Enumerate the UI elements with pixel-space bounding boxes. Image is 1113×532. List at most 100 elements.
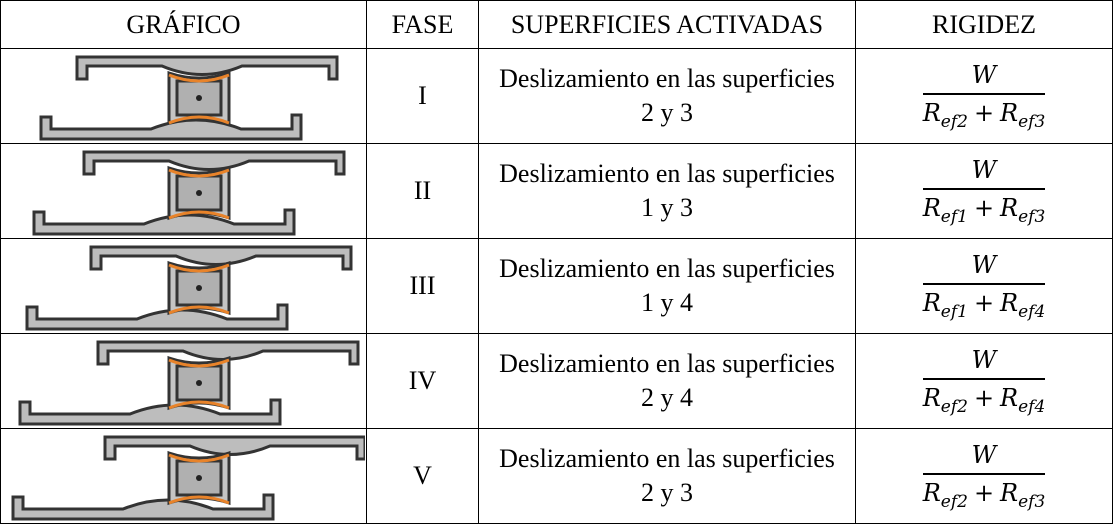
bottom-plate — [18, 398, 282, 426]
bottom-plate — [32, 208, 296, 236]
sliding-surface — [168, 263, 230, 273]
table-row: V Deslizamiento en las superficies 2 y 3 W R… — [0, 428, 1113, 524]
term-symbol: R — [1000, 98, 1019, 127]
bottom-plate — [39, 113, 303, 141]
fraction: W Ref1 + Ref4 — [922, 250, 1046, 322]
top-plate — [75, 55, 339, 81]
sliding-surface — [168, 73, 230, 83]
description-cell: Deslizamiento en las superficies 2 y 4 — [478, 333, 856, 429]
pivot — [196, 380, 202, 386]
phase-cell: II — [366, 143, 479, 239]
sliding-surface — [168, 168, 230, 178]
description-cell: Deslizamiento en las superficies 2 y 3 — [478, 48, 856, 144]
operator: + — [973, 288, 995, 317]
operator: + — [973, 478, 995, 507]
sliding-surface — [168, 115, 230, 125]
operator: + — [973, 98, 995, 127]
term-symbol: R — [1000, 383, 1019, 412]
pivot — [196, 285, 202, 291]
bearing-graphic — [25, 245, 353, 331]
description-cell: Deslizamiento en las superficies 1 y 4 — [478, 238, 856, 334]
column-header: GRÁFICO — [0, 0, 367, 49]
bottom-plate — [25, 303, 289, 331]
stiffness-cell: W Ref1 + Ref4 — [855, 238, 1113, 334]
header-row: GRÁFICO FASE SUPERFICIES ACTIVADAS RIGIDEZ — [0, 0, 1113, 49]
stiffness-cell: W Ref2 + Ref4 — [855, 333, 1113, 429]
top-plate — [82, 150, 346, 176]
description-line: Deslizamiento en las superficies — [499, 254, 835, 283]
graphic-cell — [0, 333, 367, 429]
phase-cell: III — [366, 238, 479, 334]
description-line: 2 y 3 — [641, 98, 693, 127]
description-line: 1 y 4 — [641, 288, 693, 317]
column-header: FASE — [366, 0, 479, 49]
term-symbol: R — [922, 98, 941, 127]
term-subscript: ef3 — [1018, 491, 1046, 512]
sliding-surface — [168, 358, 230, 368]
graphic-cell — [0, 428, 367, 524]
denominator: Ref2 + Ref3 — [922, 472, 1046, 512]
sliding-surface — [168, 495, 230, 505]
stiffness-cell: W Ref1 + Ref3 — [855, 143, 1113, 239]
description-line: 1 y 3 — [641, 193, 693, 222]
denominator: Ref1 + Ref3 — [922, 187, 1046, 227]
description-line: Deslizamiento en las superficies — [499, 159, 835, 188]
term-symbol: R — [922, 288, 941, 317]
denominator: Ref1 + Ref4 — [922, 282, 1046, 322]
numerator: W — [971, 155, 997, 184]
description-cell: Deslizamiento en las superficies 2 y 3 — [478, 428, 856, 524]
numerator: W — [971, 60, 997, 89]
table-row: II Deslizamiento en las superficies 1 y 3 W… — [0, 143, 1113, 239]
term-subscript: ef3 — [1018, 111, 1046, 132]
sliding-surface — [168, 210, 230, 220]
bearing-graphic — [11, 435, 365, 521]
term-symbol: R — [922, 383, 941, 412]
bottom-plate — [11, 493, 275, 521]
bearing-graphic — [32, 150, 346, 236]
stiffness-cell: W Ref2 + Ref3 — [855, 428, 1113, 524]
description-cell: Deslizamiento en las superficies 1 y 3 — [478, 143, 856, 239]
sliding-surface — [168, 400, 230, 410]
term-subscript: ef4 — [1018, 396, 1046, 417]
pivot — [196, 475, 202, 481]
denominator: Ref2 + Ref4 — [922, 377, 1046, 417]
term-subscript: ef2 — [940, 111, 968, 132]
fraction: W Ref2 + Ref3 — [922, 60, 1046, 132]
graphic-cell — [0, 48, 367, 144]
term-subscript: ef3 — [1018, 206, 1046, 227]
term-subscript: ef1 — [940, 301, 968, 322]
bearing-graphic — [39, 55, 339, 141]
description-line: Deslizamiento en las superficies — [499, 64, 835, 93]
term-subscript: ef2 — [940, 491, 968, 512]
description-line: Deslizamiento en las superficies — [499, 444, 835, 473]
term-subscript: ef2 — [940, 396, 968, 417]
fraction: W Ref2 + Ref4 — [922, 345, 1046, 417]
sliding-surface — [168, 305, 230, 315]
numerator: W — [971, 345, 997, 374]
description-line: 2 y 3 — [641, 478, 693, 507]
table-row: III Deslizamiento en las superficies 1 y 4… — [0, 238, 1113, 334]
description-line: Deslizamiento en las superficies — [499, 349, 835, 378]
description-line: 2 y 4 — [641, 383, 693, 412]
term-symbol: R — [1000, 193, 1019, 222]
term-symbol: R — [922, 193, 941, 222]
phase-cell: V — [366, 428, 479, 524]
pivot — [196, 95, 202, 101]
numerator: W — [971, 440, 997, 469]
denominator: Ref2 + Ref3 — [922, 92, 1046, 132]
stiffness-cell: W Ref2 + Ref3 — [855, 48, 1113, 144]
pivot — [196, 190, 202, 196]
fraction: W Ref2 + Ref3 — [922, 440, 1046, 512]
fraction: W Ref1 + Ref3 — [922, 155, 1046, 227]
term-subscript: ef4 — [1018, 301, 1046, 322]
operator: + — [973, 383, 995, 412]
numerator: W — [971, 250, 997, 279]
term-symbol: R — [922, 478, 941, 507]
sliding-surface — [168, 453, 230, 463]
top-plate — [103, 435, 365, 461]
column-header: RIGIDEZ — [855, 0, 1113, 49]
